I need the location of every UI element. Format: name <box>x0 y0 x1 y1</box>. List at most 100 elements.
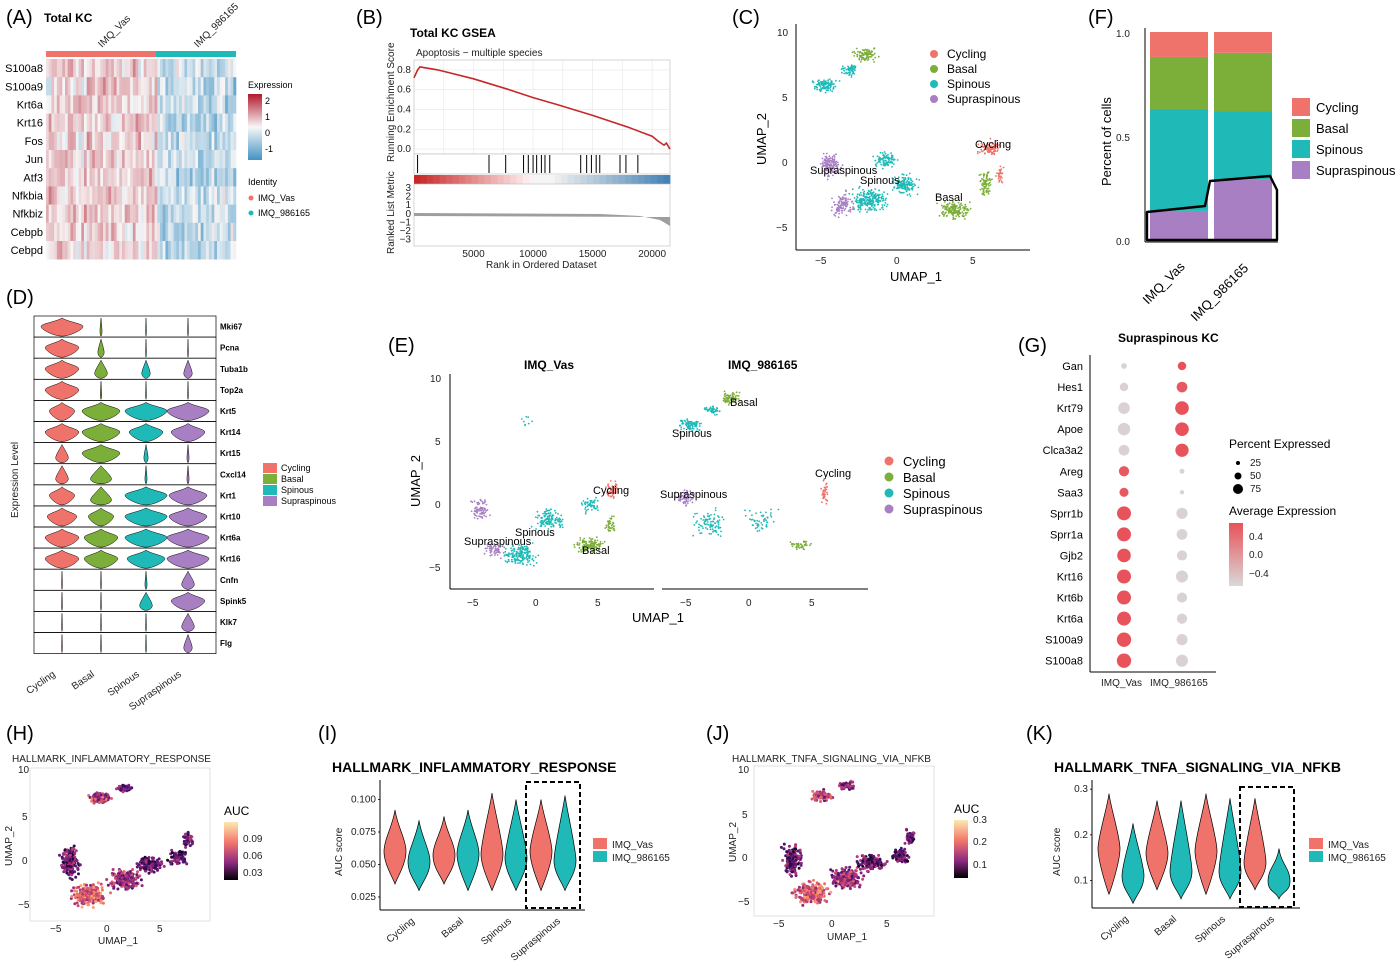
umap-c-point <box>983 179 986 182</box>
umap-c-xtick-0: 0 <box>894 256 900 267</box>
umap-e-point <box>735 391 738 394</box>
heatmap-cell <box>86 222 90 242</box>
umap-e-point <box>534 516 537 518</box>
umap-h-point <box>74 849 78 853</box>
gsea-grid <box>414 60 670 154</box>
heatmap-cell <box>54 222 58 242</box>
heatmap-cell <box>219 113 223 133</box>
dotplot-xtick-vas: IMQ_Vas <box>1101 678 1142 689</box>
heatmap-cell <box>116 204 120 224</box>
umap-c-point <box>882 161 885 164</box>
umap-c-point <box>837 163 840 166</box>
heatmap-cell <box>124 113 128 133</box>
violin-d-xtick: Basal <box>70 669 97 692</box>
umap-h-point <box>97 798 100 802</box>
heatmap-cell <box>189 186 193 205</box>
heatmap-cell <box>222 186 226 205</box>
umap-e-point <box>750 518 753 521</box>
gsea-band-cell <box>465 175 472 184</box>
umap-c-point <box>989 146 992 149</box>
dotplot-color-legend-title: Average Expression <box>1229 504 1336 518</box>
heatmap-cell <box>48 204 52 224</box>
umap-e-point <box>685 505 687 507</box>
umap-e-point <box>730 399 733 402</box>
heatmap-cell <box>173 150 177 169</box>
umap-c-point <box>869 209 871 211</box>
umap-c-point <box>811 80 814 83</box>
umap-e-point <box>506 554 509 557</box>
heatmap-cell <box>176 95 180 114</box>
umap-e-point <box>546 521 548 523</box>
umap-h-point <box>78 863 82 867</box>
umap-e-point <box>609 480 612 482</box>
gsea-band-cell <box>471 175 479 184</box>
umap-h-point <box>80 905 84 909</box>
umap-c-point <box>964 211 967 214</box>
violin-d-shape <box>183 633 193 653</box>
gsea-band-cell <box>657 175 664 184</box>
umap-e-point <box>498 550 500 553</box>
umap-h-point <box>140 884 144 888</box>
heatmap-cell <box>86 168 90 187</box>
umap-c-point <box>837 172 840 175</box>
umap-c-point <box>980 145 983 148</box>
heatmap-cell <box>78 113 82 133</box>
umap-c-point <box>961 204 963 207</box>
heatmap-cell <box>116 150 120 169</box>
umap-c-point <box>866 191 869 194</box>
umap-e-point <box>583 545 586 548</box>
violin-d-gene-label: Tuba1b <box>220 365 248 374</box>
umap-e-point <box>765 511 767 514</box>
umap-c-point <box>872 206 875 209</box>
umap-c-point <box>897 185 899 188</box>
umap-e-point <box>606 491 608 493</box>
umap-e-point <box>695 420 698 423</box>
umap-e-point <box>607 483 610 486</box>
heatmap-cell <box>105 241 109 260</box>
heatmap-cell <box>78 168 82 187</box>
heatmap-cell <box>168 222 172 242</box>
heatmap-cell <box>135 186 139 205</box>
umap-e-point <box>795 546 798 549</box>
umap-e-point <box>797 542 800 545</box>
umap-e-point <box>795 548 798 551</box>
umap-e-point <box>708 408 711 411</box>
umap-h-point <box>147 866 151 870</box>
umap-c-point <box>874 163 877 166</box>
heatmap-cell <box>135 113 139 133</box>
umap-e-point <box>479 508 481 511</box>
heatmap-cell <box>168 131 172 151</box>
heatmap-cell <box>154 95 158 114</box>
umap-h-point <box>63 866 67 870</box>
umap-h-point <box>68 870 72 874</box>
umap-h-point <box>109 891 112 895</box>
heatmap-cell <box>51 204 55 224</box>
umap-c-point <box>985 176 988 179</box>
heatmap-cell <box>165 204 169 224</box>
umap-e-point <box>708 515 711 517</box>
heatmap-cell <box>214 222 218 242</box>
umap-c-point <box>882 199 885 202</box>
umap-h-tick-009: 0.09 <box>243 834 263 845</box>
umap-c-point <box>993 144 996 147</box>
heatmap-cell <box>48 113 52 133</box>
umap-c-point <box>894 176 896 179</box>
umap-c-point <box>908 189 911 192</box>
heatmap-cell <box>62 222 66 242</box>
violin-ytick: 0.075 <box>351 827 376 838</box>
umap-e-point <box>587 508 589 511</box>
umap-c-point <box>866 204 869 207</box>
umap-e-point <box>593 501 595 503</box>
umap-e-point <box>732 392 734 394</box>
heatmap-cell <box>73 186 77 205</box>
umap-h-point <box>69 865 73 869</box>
heatmap-cell <box>135 222 139 242</box>
umap-c-point <box>888 159 891 161</box>
heatmap-cell <box>89 204 93 224</box>
umap-h-point <box>144 867 148 871</box>
umap-c-point <box>891 189 894 191</box>
umap-c-point <box>821 162 824 165</box>
gsea-title: Total KC GSEA <box>410 26 496 40</box>
umap-c-point <box>828 78 831 80</box>
dotplot-title: Supraspinous KC <box>1118 331 1219 345</box>
